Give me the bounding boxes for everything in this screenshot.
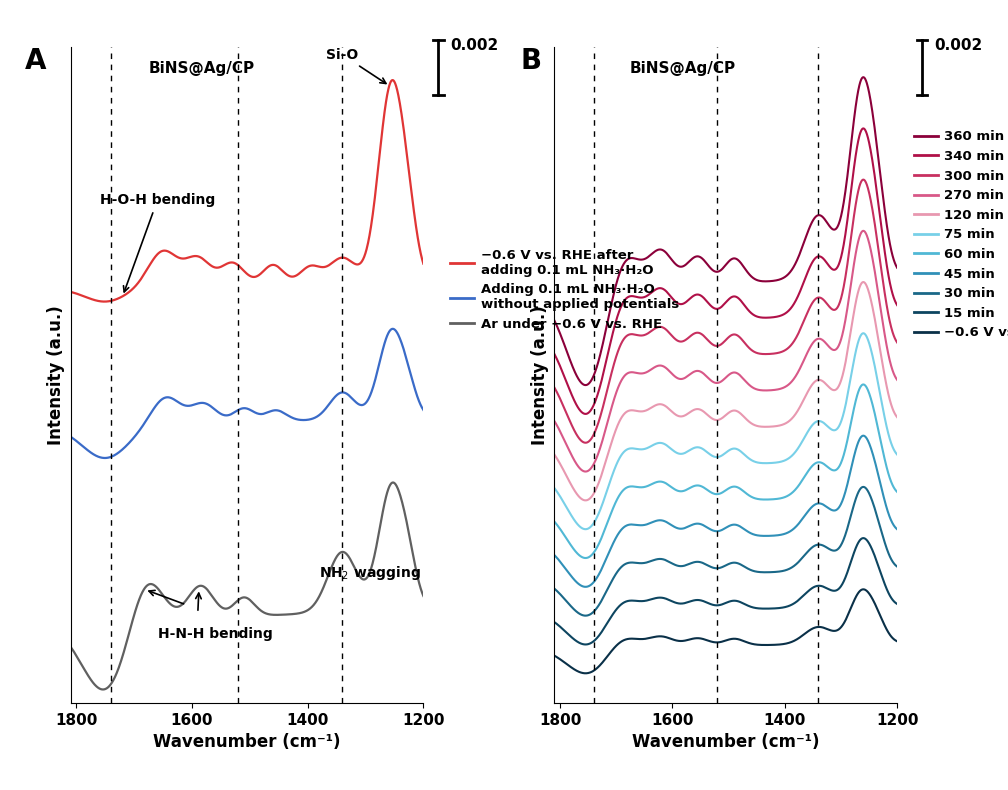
Text: H-O-H bending: H-O-H bending xyxy=(100,194,215,292)
Text: BiNS@Ag/CP: BiNS@Ag/CP xyxy=(630,61,736,76)
Y-axis label: Intensity (a.u.): Intensity (a.u.) xyxy=(47,306,65,445)
Y-axis label: Intensity (a.u.): Intensity (a.u.) xyxy=(531,306,548,445)
Text: 0.002: 0.002 xyxy=(934,38,983,53)
Legend: −0.6 V vs. RHE after
adding 0.1 mL NH₃·H₂O, Adding 0.1 mL NH₃·H₂O
without applie: −0.6 V vs. RHE after adding 0.1 mL NH₃·H… xyxy=(446,243,684,337)
X-axis label: Wavenumber (cm⁻¹): Wavenumber (cm⁻¹) xyxy=(153,733,341,751)
Text: BiNS@Ag/CP: BiNS@Ag/CP xyxy=(148,61,254,76)
Legend: 360 min, 340 min, 300 min, 270 min, 120 min, 75 min, 60 min, 45 min, 30 min, 15 : 360 min, 340 min, 300 min, 270 min, 120 … xyxy=(909,125,1008,344)
Text: Si-O: Si-O xyxy=(327,47,386,84)
X-axis label: Wavenumber (cm⁻¹): Wavenumber (cm⁻¹) xyxy=(632,733,820,751)
Text: NH$_2$ wagging: NH$_2$ wagging xyxy=(320,564,421,582)
Text: A: A xyxy=(25,47,46,75)
Text: 0.002: 0.002 xyxy=(451,38,499,53)
Text: B: B xyxy=(520,47,541,75)
Text: H-N-H bending: H-N-H bending xyxy=(158,626,272,641)
